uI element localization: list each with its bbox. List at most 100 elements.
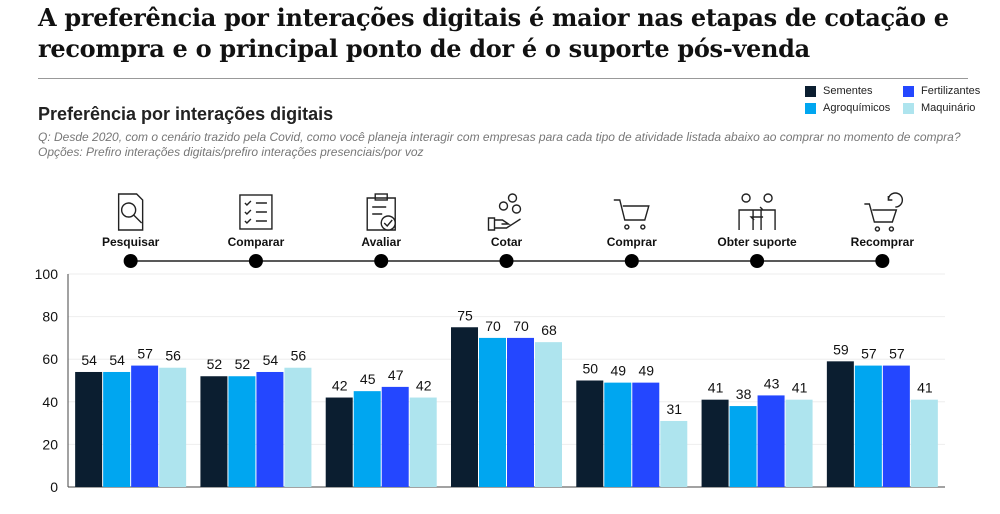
bar xyxy=(604,382,632,487)
data-label: 49 xyxy=(610,363,626,379)
data-label: 52 xyxy=(235,356,251,372)
data-label: 68 xyxy=(541,322,557,338)
data-label: 57 xyxy=(889,346,905,362)
legend: Sementes Fertilizantes Agroquímicos Maquiná… xyxy=(805,85,1000,114)
category-label: Recomprar xyxy=(851,235,915,249)
category-label: Cotar xyxy=(491,235,523,249)
data-label: 38 xyxy=(736,386,752,402)
bar xyxy=(632,382,660,487)
headline: A preferência por interações digitais é … xyxy=(38,3,949,63)
cart-refresh-icon xyxy=(864,192,904,232)
legend-label: Fertilizantes xyxy=(921,85,981,97)
bar xyxy=(256,371,284,487)
bar xyxy=(131,365,159,487)
y-tick-label: 40 xyxy=(42,394,58,410)
bar xyxy=(159,367,187,487)
legend-label: Agroquímicos xyxy=(823,102,891,114)
bar xyxy=(103,371,131,487)
y-tick-label: 100 xyxy=(35,266,59,282)
y-tick-label: 0 xyxy=(50,479,58,495)
timeline-dot xyxy=(123,254,138,268)
data-label: 56 xyxy=(291,348,307,364)
bar xyxy=(785,399,813,487)
data-label: 57 xyxy=(861,346,877,362)
data-label: 31 xyxy=(666,401,682,417)
timeline-dot xyxy=(750,254,765,268)
data-label: 49 xyxy=(638,363,654,379)
legend-item: Maquinário xyxy=(903,102,1000,114)
bar xyxy=(381,386,409,487)
bar xyxy=(910,399,938,487)
data-label: 42 xyxy=(332,378,348,394)
bar xyxy=(284,367,312,487)
legend-swatch xyxy=(903,102,914,114)
y-tick-label: 20 xyxy=(42,436,58,452)
bar xyxy=(353,391,381,487)
bar xyxy=(576,380,604,487)
legend-label: Sementes xyxy=(823,85,873,97)
legend-swatch xyxy=(903,85,914,97)
question-text: Q: Desde 2020, com o cenário trazido pel… xyxy=(38,130,961,159)
data-label: 57 xyxy=(137,346,153,362)
category-label: Pesquisar xyxy=(102,235,160,249)
bar xyxy=(451,327,478,487)
bar xyxy=(479,337,506,487)
timeline-dot xyxy=(248,254,263,268)
bar xyxy=(701,399,729,487)
timeline-dot xyxy=(624,254,639,268)
bar xyxy=(826,361,854,487)
data-label: 45 xyxy=(360,371,376,387)
bar xyxy=(660,420,688,487)
legend-item: Agroquímicos xyxy=(805,102,903,114)
bar xyxy=(757,395,785,487)
y-tick-label: 60 xyxy=(42,351,58,367)
data-label: 54 xyxy=(109,352,125,368)
chart-subtitle: Preferência por interações digitais xyxy=(38,104,334,124)
bar xyxy=(325,397,353,487)
data-label: 42 xyxy=(416,378,432,394)
legend-item: Fertilizantes xyxy=(903,85,1000,97)
bar xyxy=(228,376,256,487)
cart-icon xyxy=(613,199,650,230)
legend-swatch xyxy=(805,102,816,114)
category-label: Comparar xyxy=(228,235,285,249)
category-label: Avaliar xyxy=(361,235,401,249)
data-label: 41 xyxy=(708,380,724,396)
data-label: 54 xyxy=(81,352,97,368)
data-label: 59 xyxy=(833,341,849,357)
data-label: 54 xyxy=(263,352,279,368)
data-label: 52 xyxy=(207,356,223,372)
divider xyxy=(38,78,968,79)
bar xyxy=(729,406,757,487)
data-label: 43 xyxy=(764,375,780,391)
category-label: Comprar xyxy=(607,235,657,249)
legend-label: Maquinário xyxy=(921,102,976,114)
category-label: Obter suporte xyxy=(717,235,797,249)
legend-item: Sementes xyxy=(805,85,903,97)
data-label: 70 xyxy=(513,318,529,334)
bar xyxy=(854,365,882,487)
clipboard-check-icon xyxy=(366,193,396,231)
timeline-dot xyxy=(374,254,389,268)
search-document-icon xyxy=(117,193,144,231)
bar xyxy=(409,397,437,487)
data-label: 56 xyxy=(165,348,181,364)
checklist-icon xyxy=(239,194,273,230)
data-label: 75 xyxy=(457,307,473,323)
bar xyxy=(882,365,910,487)
data-label: 47 xyxy=(388,367,404,383)
data-label: 70 xyxy=(485,318,501,334)
bar xyxy=(507,337,534,487)
hand-coins-icon xyxy=(487,193,522,231)
timeline-dot xyxy=(875,254,890,268)
bar xyxy=(75,371,103,487)
bar xyxy=(200,376,228,487)
legend-swatch xyxy=(805,85,816,97)
bar xyxy=(535,342,562,487)
timeline-dot xyxy=(499,254,514,268)
y-tick-label: 80 xyxy=(42,309,58,325)
data-label: 41 xyxy=(792,380,808,396)
data-label: 41 xyxy=(917,380,933,396)
data-label: 50 xyxy=(582,361,598,377)
